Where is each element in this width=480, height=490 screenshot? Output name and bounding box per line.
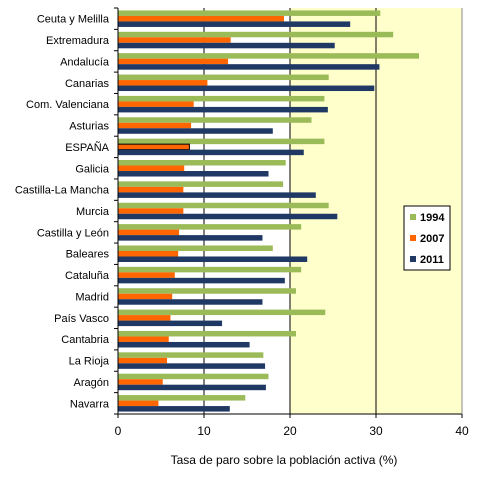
legend-label-1994: 1994: [420, 212, 445, 224]
x-tick-labels: 0 10 20 30 40: [115, 424, 469, 438]
bar-2007-catalu-a: [118, 272, 175, 278]
category-label: La Rioja: [69, 356, 110, 368]
bar-2011-pa-s-vasco: [118, 320, 223, 327]
bars: [117, 10, 419, 412]
legend-swatch-1994: [410, 214, 416, 220]
bar-1994-la-rioja: [118, 352, 264, 358]
bar-1994-madrid: [118, 288, 297, 294]
category-label: Canarias: [65, 78, 110, 90]
bar-2011-andaluc-a: [118, 64, 380, 70]
bar-1994-baleares: [118, 245, 273, 251]
bar-2007-castilla-la-mancha: [118, 186, 184, 193]
bar-2007-andaluc-a: [118, 58, 229, 65]
bar-2007-murcia: [118, 208, 184, 214]
bar-1994-galicia: [118, 160, 286, 166]
bar-2011-la-rioja: [118, 363, 266, 369]
category-label: Castilla y León: [37, 227, 109, 239]
bar-2011-baleares: [118, 256, 308, 262]
bar-2011-ceuta-y-melilla: [118, 21, 351, 27]
bar-1994-ceuta-y-melilla: [118, 10, 381, 16]
bar-2011-castilla-la-mancha: [118, 192, 316, 198]
category-label: Andalucía: [60, 56, 110, 68]
bar-2011-galicia: [118, 171, 269, 177]
bar-2011-arag-n: [118, 384, 266, 391]
bar-2007-espa-a: [117, 143, 190, 151]
bar-1994-asturias: [118, 117, 312, 123]
bar-1994-arag-n: [118, 373, 269, 380]
bar-2007-la-rioja: [118, 357, 168, 364]
bar-2007-asturias: [118, 122, 192, 129]
category-labels: Ceuta y Melilla Extremadura Andalucía Canar…: [15, 14, 110, 411]
legend-label-2007: 2007: [420, 233, 444, 245]
legend-swatch-2011: [410, 256, 416, 262]
bar-2011-com-valenciana: [118, 106, 328, 113]
bar-2007-arag-n: [118, 379, 163, 385]
bar-1994-espa-a: [118, 138, 325, 145]
category-label: Murcia: [76, 206, 110, 218]
bar-2007-pa-s-vasco: [118, 315, 171, 321]
bar-2011-asturias: [118, 128, 273, 134]
category-label: Aragón: [74, 377, 109, 389]
legend-swatch-2007: [410, 235, 416, 241]
category-label: Galicia: [75, 163, 110, 175]
axes: [114, 7, 463, 418]
x-axis-title: Tasa de paro sobre la población activa (…: [171, 453, 398, 467]
bar-2011-madrid: [118, 299, 263, 305]
legend: 1994 2007 2011: [403, 205, 451, 271]
bar-1994-murcia: [118, 202, 329, 209]
bar-2007-castilla-y-le-n: [118, 229, 180, 236]
x-tick-label: 10: [197, 424, 211, 438]
category-label: Madrid: [75, 291, 109, 303]
bar-1994-com-valenciana: [118, 95, 325, 102]
bar-2011-canarias: [118, 85, 375, 92]
category-label: Cataluña: [65, 270, 110, 282]
bar-2011-navarra: [118, 406, 230, 412]
bar-2007-navarra: [118, 400, 159, 407]
bar-1994-canarias: [118, 74, 329, 81]
bar-2007-madrid: [118, 293, 173, 300]
bar-2007-galicia: [118, 165, 185, 172]
bar-2007-com-valenciana: [118, 101, 194, 107]
bar-1994-catalu-a: [118, 266, 302, 273]
bar-2007-baleares: [118, 250, 179, 257]
bar-2011-cantabria: [118, 341, 250, 348]
bar-2011-murcia: [118, 213, 338, 220]
bar-1994-castilla-la-mancha: [118, 181, 284, 187]
bar-2007-cantabria: [118, 336, 169, 342]
bar-1994-extremadura: [118, 31, 394, 38]
category-label: ESPAÑA: [65, 141, 109, 154]
category-label: Cantabria: [61, 334, 110, 346]
bar-1994-navarra: [118, 395, 246, 401]
category-label: Baleares: [66, 249, 110, 261]
bar-1994-andaluc-a: [118, 53, 419, 59]
bar-1994-cantabria: [118, 330, 297, 337]
bar-2007-ceuta-y-melilla: [118, 15, 284, 22]
bar-2011-castilla-y-le-n: [118, 235, 263, 241]
bar-1994-pa-s-vasco: [118, 309, 326, 316]
bar-2007-canarias: [118, 80, 208, 86]
bar-2011-espa-a: [118, 149, 304, 156]
x-tick-label: 0: [115, 424, 122, 438]
x-tick-label: 40: [455, 424, 469, 438]
category-label: Extremadura: [46, 35, 110, 47]
bar-2011-extremadura: [118, 42, 335, 49]
category-label: Asturias: [69, 121, 109, 133]
category-label: Ceuta y Melilla: [37, 14, 110, 26]
legend-label-2011: 2011: [420, 254, 444, 266]
bar-2007-extremadura: [118, 37, 231, 43]
category-label: Com. Valenciana: [26, 99, 110, 111]
category-label: Navarra: [70, 398, 110, 410]
x-tick-label: 20: [283, 424, 297, 438]
bar-2011-catalu-a: [118, 277, 285, 284]
category-label: País Vasco: [54, 313, 109, 325]
bar-1994-castilla-y-le-n: [118, 224, 302, 230]
x-tick-label: 30: [369, 424, 383, 438]
category-label: Castilla-La Mancha: [15, 185, 110, 197]
